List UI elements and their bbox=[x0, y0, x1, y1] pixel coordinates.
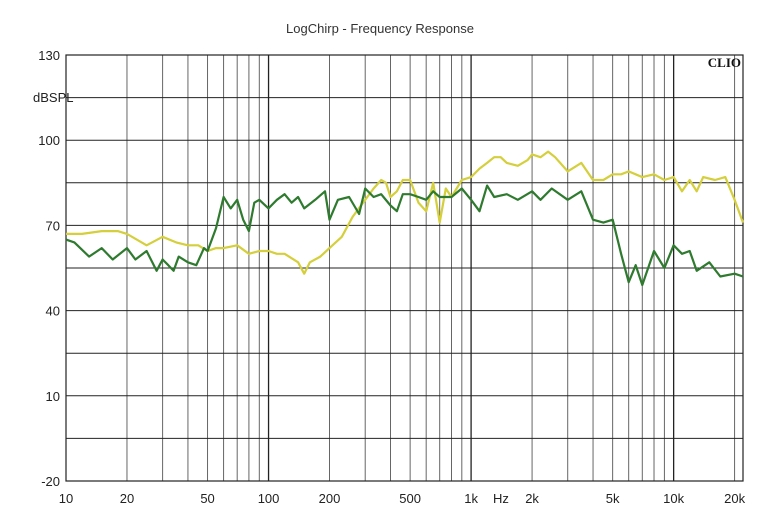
x-tick-label: 200 bbox=[319, 491, 341, 506]
plot-grid bbox=[66, 55, 743, 481]
x-axis-label: Hz bbox=[493, 491, 509, 506]
x-tick-label: 2k bbox=[525, 491, 539, 506]
y-tick-label: 40 bbox=[46, 304, 60, 319]
y-tick-label: -20 bbox=[41, 474, 60, 489]
tick-labels: 130 100 70 40 10 -20 10 20 50 100 200 500 1k 2k 5k 10k 2… bbox=[38, 48, 745, 506]
series-line-1 bbox=[66, 150, 745, 275]
series-line-2 bbox=[65, 184, 744, 287]
x-tick-label: 1k bbox=[464, 491, 478, 506]
plot-frame bbox=[65, 54, 744, 482]
x-tick-label: 20k bbox=[724, 491, 745, 506]
x-tick-label: 20 bbox=[120, 491, 134, 506]
x-tick-label: 50 bbox=[200, 491, 214, 506]
x-tick-label: 10 bbox=[59, 491, 73, 506]
y-tick-label: 10 bbox=[46, 389, 60, 404]
series-layer bbox=[65, 150, 745, 287]
chart-title: LogChirp - Frequency Response bbox=[286, 21, 474, 36]
y-axis-label: dBSPL bbox=[33, 90, 73, 105]
x-tick-label: 5k bbox=[606, 491, 620, 506]
y-tick-label: 70 bbox=[46, 218, 60, 233]
x-tick-label: 10k bbox=[663, 491, 684, 506]
brand-label: CLIO bbox=[708, 55, 741, 70]
y-tick-label: 100 bbox=[38, 133, 60, 148]
y-tick-label: 130 bbox=[38, 48, 60, 63]
x-tick-label: 500 bbox=[399, 491, 421, 506]
x-tick-label: 100 bbox=[258, 491, 280, 506]
